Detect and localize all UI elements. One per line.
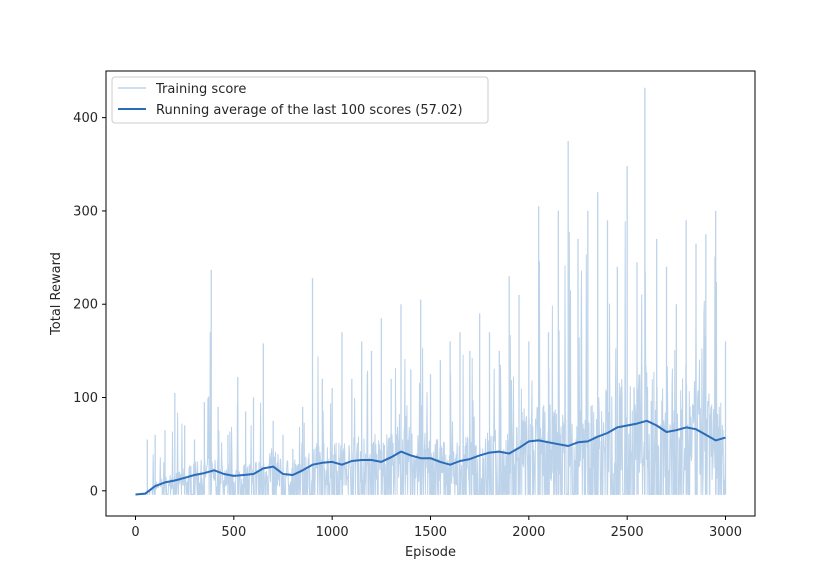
x-tick-label: 500 [221, 525, 246, 540]
legend: Training score Running average of the la… [111, 76, 489, 124]
x-axis: 0 500 1000 1500 2000 2500 3000 [131, 516, 742, 540]
x-tick-label: 1000 [316, 525, 349, 540]
running-average-line [135, 419, 726, 496]
y-tick-label: 0 [90, 484, 98, 499]
x-tick-label: 1500 [414, 525, 447, 540]
x-tick-label: 2000 [512, 525, 545, 540]
y-axis-label: Total Reward [49, 252, 64, 336]
y-tick-label: 400 [73, 111, 98, 126]
legend-label-training-score: Training score [155, 82, 246, 97]
y-tick-label: 300 [73, 204, 98, 219]
x-tick-label: 2500 [611, 525, 644, 540]
running-average-series [135, 419, 726, 496]
y-tick-label: 100 [73, 391, 98, 406]
x-tick-label: 0 [131, 525, 139, 540]
y-tick-label: 200 [73, 298, 98, 313]
legend-label-running-average: Running average of the last 100 scores (… [156, 103, 463, 118]
training-score-series [135, 87, 727, 495]
legend-box [111, 76, 489, 124]
x-axis-label: Episode [405, 545, 456, 560]
y-axis: 0 100 200 300 400 [73, 111, 106, 499]
plot-area [135, 87, 727, 496]
x-tick-label: 3000 [709, 525, 742, 540]
